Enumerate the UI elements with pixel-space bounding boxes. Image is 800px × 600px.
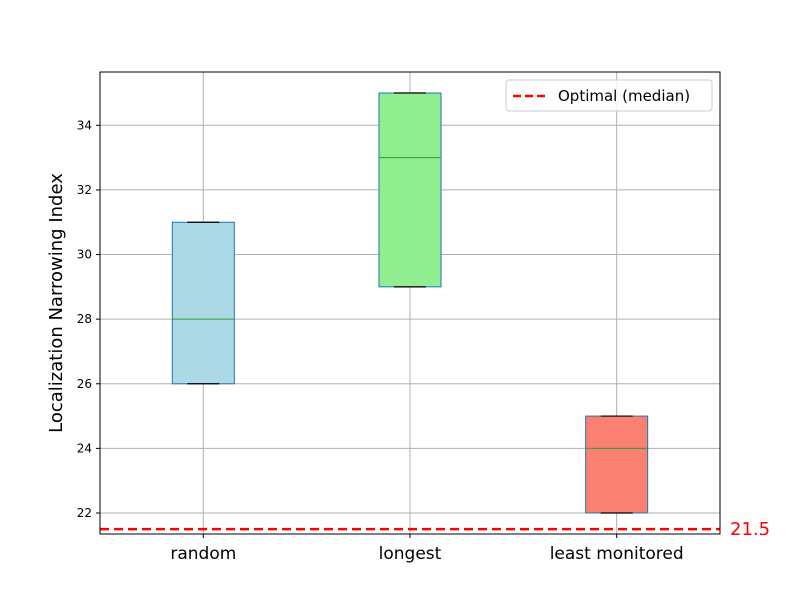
box-longest [378,92,442,288]
legend-box [505,79,713,112]
boxes [171,92,649,514]
y-tick-label: 30 [77,248,92,262]
ticks: 22 24 26 28 30 32 34 random longest least monitor… [77,118,684,564]
box-least-monitored [585,415,649,514]
reference-line-value-label: 21.5 [730,519,770,540]
box-random [171,221,235,385]
x-category-label: longest [379,544,442,564]
y-tick-label: 26 [77,377,92,391]
box-body [585,415,649,514]
legend-entry-optimal: Optimal (median) [558,87,690,105]
y-tick-label: 24 [77,441,92,455]
y-tick-label: 22 [77,506,92,520]
x-category-label: random [170,544,236,564]
box-body [378,92,442,288]
y-tick-label: 28 [77,312,92,326]
legend: Optimal (median) [505,79,713,112]
y-tick-label: 32 [77,183,92,197]
x-category-label: least monitored [550,544,684,564]
box-body [171,221,235,385]
y-axis-title: Localization Narrowing Index [46,173,67,433]
y-tick-label: 34 [77,118,92,132]
